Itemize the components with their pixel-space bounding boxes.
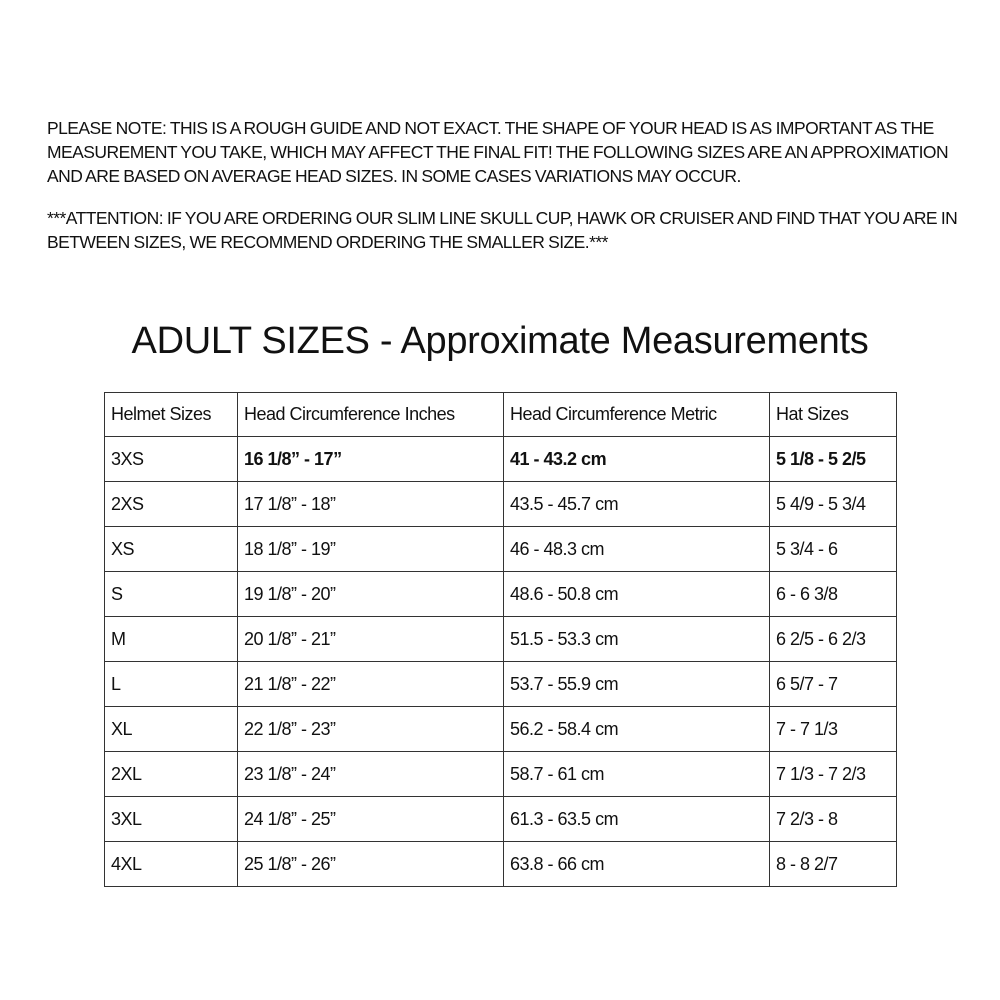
cell-metric: 61.3 - 63.5 cm bbox=[503, 796, 770, 842]
cell-metric: 63.8 - 66 cm bbox=[503, 841, 770, 887]
cell-metric: 53.7 - 55.9 cm bbox=[503, 661, 770, 707]
cell-metric: 56.2 - 58.4 cm bbox=[503, 706, 770, 752]
cell-hat-size: 5 3/4 - 6 bbox=[769, 526, 897, 572]
header-helmet-sizes: Helmet Sizes bbox=[104, 392, 238, 437]
cell-hat-size: 7 - 7 1/3 bbox=[769, 706, 897, 752]
cell-helmet-size: 2XL bbox=[104, 751, 238, 797]
disclaimer-note: PLEASE NOTE: THIS IS A ROUGH GUIDE AND N… bbox=[47, 118, 949, 186]
cell-metric: 41 - 43.2 cm bbox=[503, 436, 770, 482]
cell-hat-size: 5 4/9 - 5 3/4 bbox=[769, 481, 897, 527]
cell-helmet-size: M bbox=[104, 616, 238, 662]
cell-metric: 58.7 - 61 cm bbox=[503, 751, 770, 797]
cell-helmet-size: 4XL bbox=[104, 841, 238, 887]
cell-metric: 46 - 48.3 cm bbox=[503, 526, 770, 572]
cell-inches: 20 1/8” - 21” bbox=[237, 616, 504, 662]
header-hat-sizes: Hat Sizes bbox=[769, 392, 897, 437]
cell-inches: 18 1/8” - 19” bbox=[237, 526, 504, 572]
cell-hat-size: 7 2/3 - 8 bbox=[769, 796, 897, 842]
table-row: 3XL 24 1/8” - 25” 61.3 - 63.5 cm 7 2/3 - 8 bbox=[104, 796, 897, 842]
cell-hat-size: 6 5/7 - 7 bbox=[769, 661, 897, 707]
cell-inches: 25 1/8” - 26” bbox=[237, 841, 504, 887]
table-row: S 19 1/8” - 20” 48.6 - 50.8 cm 6 - 6 3/8 bbox=[104, 571, 897, 617]
table-header-row: Helmet Sizes Head Circumference Inches H… bbox=[104, 392, 897, 437]
table-row: 2XL 23 1/8” - 24” 58.7 - 61 cm 7 1/3 - 7 2/… bbox=[104, 751, 897, 797]
cell-inches: 24 1/8” - 25” bbox=[237, 796, 504, 842]
cell-inches: 21 1/8” - 22” bbox=[237, 661, 504, 707]
cell-helmet-size: L bbox=[104, 661, 238, 707]
cell-metric: 48.6 - 50.8 cm bbox=[503, 571, 770, 617]
cell-inches: 17 1/8” - 18” bbox=[237, 481, 504, 527]
table-row: XS 18 1/8” - 19” 46 - 48.3 cm 5 3/4 - 6 bbox=[104, 526, 897, 572]
header-metric: Head Circumference Metric bbox=[503, 392, 770, 437]
cell-hat-size: 8 - 8 2/7 bbox=[769, 841, 897, 887]
cell-hat-size: 6 2/5 - 6 2/3 bbox=[769, 616, 897, 662]
cell-helmet-size: XS bbox=[104, 526, 238, 572]
cell-hat-size: 7 1/3 - 7 2/3 bbox=[769, 751, 897, 797]
cell-metric: 43.5 - 45.7 cm bbox=[503, 481, 770, 527]
cell-inches: 23 1/8” - 24” bbox=[237, 751, 504, 797]
table-row: 4XL 25 1/8” - 26” 63.8 - 66 cm 8 - 8 2/7 bbox=[104, 841, 897, 887]
header-inches: Head Circumference Inches bbox=[237, 392, 504, 437]
size-table: Helmet Sizes Head Circumference Inches H… bbox=[104, 392, 897, 887]
cell-helmet-size: 2XS bbox=[104, 481, 238, 527]
cell-hat-size: 6 - 6 3/8 bbox=[769, 571, 897, 617]
cell-helmet-size: 3XL bbox=[104, 796, 238, 842]
cell-hat-size: 5 1/8 - 5 2/5 bbox=[769, 436, 897, 482]
table-row: XL 22 1/8” - 23” 56.2 - 58.4 cm 7 - 7 1/3 bbox=[104, 706, 897, 752]
cell-helmet-size: XL bbox=[104, 706, 238, 752]
page-title: ADULT SIZES - Approximate Measurements bbox=[131, 320, 869, 362]
attention-note: ***ATTENTION: IF YOU ARE ORDERING OUR SL… bbox=[47, 208, 958, 252]
cell-helmet-size: S bbox=[104, 571, 238, 617]
cell-inches: 22 1/8” - 23” bbox=[237, 706, 504, 752]
cell-helmet-size: 3XS bbox=[104, 436, 238, 482]
cell-inches: 16 1/8” - 17” bbox=[237, 436, 504, 482]
cell-inches: 19 1/8” - 20” bbox=[237, 571, 504, 617]
table-row: L 21 1/8” - 22” 53.7 - 55.9 cm 6 5/7 - 7 bbox=[104, 661, 897, 707]
cell-metric: 51.5 - 53.3 cm bbox=[503, 616, 770, 662]
table-row: 3XS 16 1/8” - 17” 41 - 43.2 cm 5 1/8 - 5 2/… bbox=[104, 436, 897, 482]
table-row: M 20 1/8” - 21” 51.5 - 53.3 cm 6 2/5 - 6 2/… bbox=[104, 616, 897, 662]
table-row: 2XS 17 1/8” - 18” 43.5 - 45.7 cm 5 4/9 - 5 … bbox=[104, 481, 897, 527]
